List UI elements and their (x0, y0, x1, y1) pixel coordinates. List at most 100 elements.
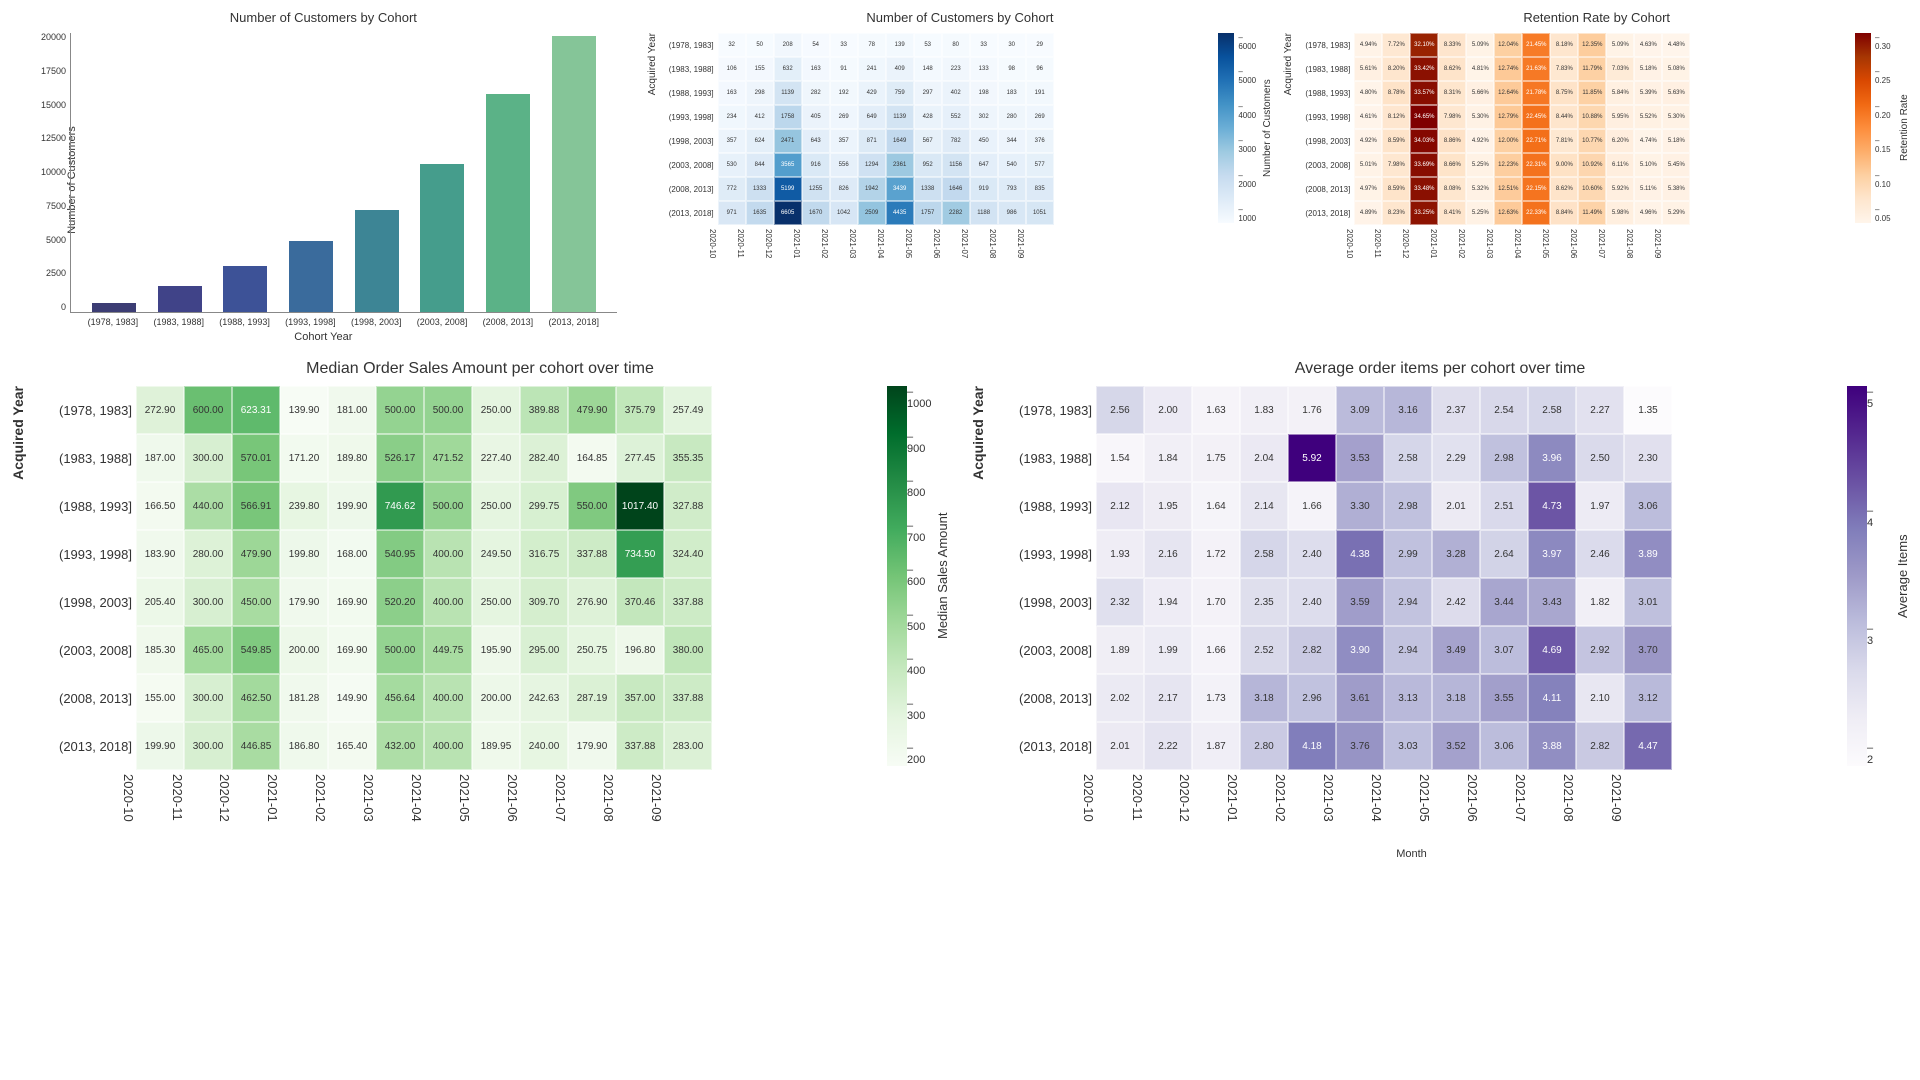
heatmap-cell: 11.49% (1578, 201, 1606, 225)
heatmap-cell: 462.50 (232, 674, 280, 722)
heatmap-cell: 8.62% (1438, 57, 1466, 81)
cbar-tick: – 2000 (1238, 171, 1256, 189)
heatmap-cell: 198 (970, 81, 998, 105)
heatmap-cell: 1.72 (1192, 530, 1240, 578)
heatmap-cell: 1333 (746, 177, 774, 201)
colorbar-ticks: – 5– 4– 3– 2 (1867, 386, 1873, 766)
heatmap-cell: 327.88 (664, 482, 712, 530)
heatmap-cell: 2.29 (1432, 434, 1480, 482)
heatmap-cell: 5.63% (1662, 81, 1690, 105)
row-label: (1988, 1993] (26, 482, 136, 530)
heatmap-cell: 2.16 (1144, 530, 1192, 578)
heatmap-cell: 309.70 (520, 578, 568, 626)
heatmap-cell: 647 (970, 153, 998, 177)
median-sales-title: Median Order Sales Amount per cohort ove… (10, 360, 950, 378)
heatmap-cell: 1.64 (1192, 482, 1240, 530)
heatmap-cell: 400.00 (424, 722, 472, 770)
heatmap-cell: 2.64 (1480, 530, 1528, 578)
heatmap-cell: 1757 (914, 201, 942, 225)
heatmap-cell: 2.02 (1096, 674, 1144, 722)
bar-chart-area: 20000175001500012500100007500500025000 (70, 33, 617, 313)
heatmap-cell: 3.96 (1528, 434, 1576, 482)
heatmap-cell: 3.61 (1336, 674, 1384, 722)
heatmap-cell: 1139 (774, 81, 802, 105)
heatmap-cell: 1042 (830, 201, 858, 225)
heatmap-cell: 5.29% (1662, 201, 1690, 225)
heatmap-cell: 5.18% (1662, 129, 1690, 153)
row-label: (2013, 2018] (658, 201, 718, 225)
heatmap-cell: 280 (998, 105, 1026, 129)
heatmap-cell: 6.11% (1606, 153, 1634, 177)
heatmap-cell: 1.76 (1288, 386, 1336, 434)
row-label: (1993, 1998] (1294, 105, 1354, 129)
heatmap-cell: 5.61% (1354, 57, 1382, 81)
heatmap-cell: 250.00 (472, 482, 520, 530)
cbar-tick: – 4 (1867, 505, 1873, 529)
avg-items-wrap: Acquired Year (1978, 1983]2.562.001.631.… (970, 386, 1910, 860)
cbar-tick: – 2 (1867, 742, 1873, 766)
heatmap-cell: 139.90 (280, 386, 328, 434)
heatmap-cell: 4.89% (1354, 201, 1382, 225)
bar-xlabels: (1978, 1983](1983, 1988](1988, 1993](199… (70, 317, 617, 327)
heatmap-cell: 3.88 (1528, 722, 1576, 770)
heatmap-cell: 10.92% (1578, 153, 1606, 177)
cbar-tick: – 1000 (1238, 205, 1256, 223)
heatmap-cell: 33.69% (1410, 153, 1438, 177)
heatmap-cell: 8.75% (1550, 81, 1578, 105)
heatmap-cell: 192 (830, 81, 858, 105)
heatmap-cell: 1646 (942, 177, 970, 201)
heatmap-cell: 200.00 (472, 674, 520, 722)
heatmap-cell: 7.98% (1438, 105, 1466, 129)
heatmap-cell: 409 (886, 57, 914, 81)
heatmap-cell: 520.20 (376, 578, 424, 626)
heatmap-cell: 1.66 (1192, 626, 1240, 674)
heatmap-cell: 2.01 (1432, 482, 1480, 530)
heatmap-cell: 1.95 (1144, 482, 1192, 530)
heatmap-cell: 166.50 (136, 482, 184, 530)
cbar-tick: – 400 (907, 653, 931, 677)
heatmap-cell: 234 (718, 105, 746, 129)
heatmap-cell: 5.32% (1466, 177, 1494, 201)
heatmap-cell: 8.78% (1382, 81, 1410, 105)
heatmap-cell: 2.96 (1288, 674, 1336, 722)
heatmap-cell: 12.00% (1494, 129, 1522, 153)
row-label: (2013, 2018] (26, 722, 136, 770)
median-sales-panel: Median Order Sales Amount per cohort ove… (10, 360, 950, 860)
heatmap-cell: 53 (914, 33, 942, 57)
cbar-tick: – 800 (907, 475, 931, 499)
heatmap-cell: 4435 (886, 201, 914, 225)
heatmap-cell: 10.60% (1578, 177, 1606, 201)
heatmap-cell: 5.92 (1288, 434, 1336, 482)
heatmap-cell: 2.10 (1576, 674, 1624, 722)
heatmap-cell: 556 (830, 153, 858, 177)
row-label: (2013, 2018] (986, 722, 1096, 770)
heatmap-cell: 5.10% (1634, 153, 1662, 177)
heatmap-cell: 196.80 (616, 626, 664, 674)
heatmap-cell: 10.88% (1578, 105, 1606, 129)
heatmap-cell: 4.48% (1662, 33, 1690, 57)
heatmap-cell: 191 (1026, 81, 1054, 105)
heatmap-cell: 400.00 (424, 578, 472, 626)
heatmap-cell: 526.17 (376, 434, 424, 482)
heatmap-cell: 500.00 (376, 626, 424, 674)
row-label: (2003, 2008] (986, 626, 1096, 674)
heatmap-cell: 465.00 (184, 626, 232, 674)
heatmap-cell: 1635 (746, 201, 774, 225)
colorbar-gradient (1847, 386, 1867, 766)
bar-xlabel: (2008, 2013] (483, 317, 534, 327)
avg-items-body: (1978, 1983]2.562.001.631.831.763.093.16… (986, 386, 1837, 860)
heatmap-cell: 4.81% (1466, 57, 1494, 81)
row-label: (2003, 2008] (26, 626, 136, 674)
heatmap-cell: 2.42 (1432, 578, 1480, 626)
heatmap-xlabels: 2020-102020-112020-122021-012021-022021-… (986, 774, 1837, 844)
row-label: (1988, 1993] (986, 482, 1096, 530)
cbar-tick: – 0.20 (1875, 102, 1891, 120)
row-label: (2008, 2013] (1294, 177, 1354, 201)
cbar-tick: – 6000 (1238, 33, 1256, 51)
heatmap-cell: 3.90 (1336, 626, 1384, 674)
row-label: (1978, 1983] (658, 33, 718, 57)
heatmap-cell: 450.00 (232, 578, 280, 626)
retention-hm-title: Retention Rate by Cohort (1283, 10, 1910, 25)
colorbar-gradient (887, 386, 907, 766)
heatmap-cell: 782 (942, 129, 970, 153)
